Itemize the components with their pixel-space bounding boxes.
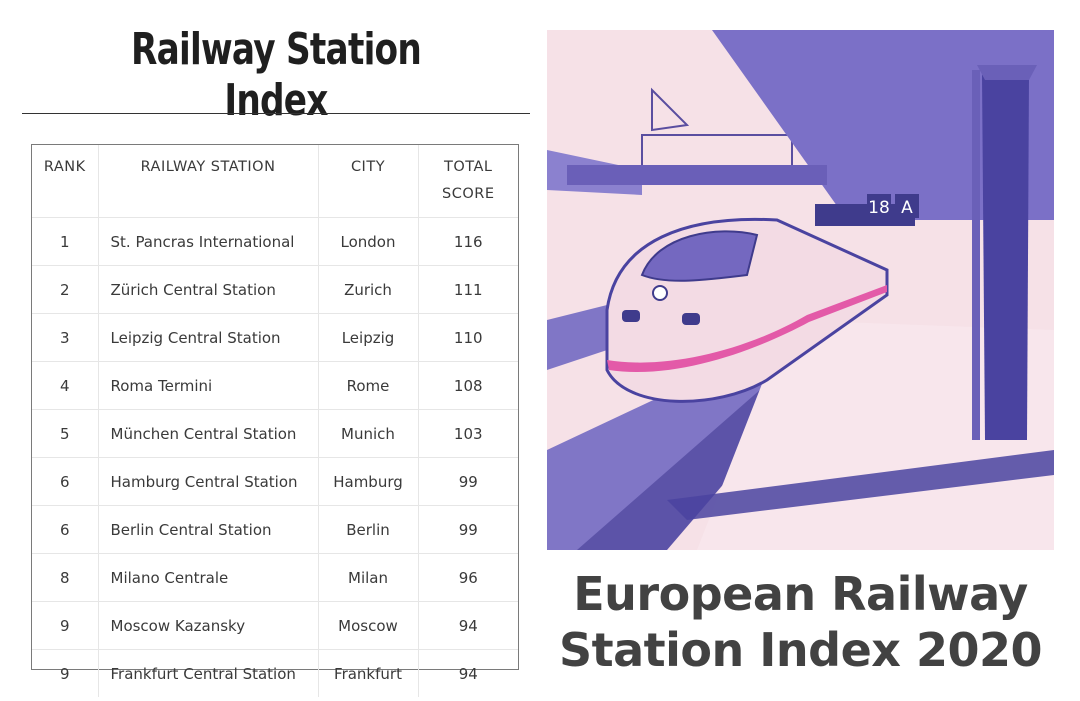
poster-title-line1: European Railway [573, 567, 1028, 621]
city-cell: Rome [317, 361, 419, 410]
page-title: Railway Station Index [130, 24, 422, 126]
rank-cell: 2 [32, 265, 99, 314]
rank-cell: 1 [32, 217, 99, 266]
station-cell: Leipzig Central Station [97, 313, 319, 362]
station-cell: Milano Centrale [97, 553, 319, 602]
score-cell: 99 [417, 505, 518, 554]
city-cell: Frankfurt [317, 649, 419, 697]
score-cell: 110 [417, 313, 518, 362]
score-cell: 108 [417, 361, 518, 410]
table-row: 2 Zürich Central Station Zurich 111 [32, 265, 518, 314]
rank-cell: 6 [32, 505, 99, 554]
city-cell: Moscow [317, 601, 419, 650]
city-cell: Zurich [317, 265, 419, 314]
score-cell: 96 [417, 553, 518, 602]
table-row: 9 Frankfurt Central Station Frankfurt 94 [32, 649, 518, 697]
table-row: 3 Leipzig Central Station Leipzig 110 [32, 313, 518, 362]
city-cell: Leipzig [317, 313, 419, 362]
station-cell: Frankfurt Central Station [97, 649, 319, 697]
platform-sign-letter: A [901, 198, 913, 218]
header-rank: RANK [32, 145, 99, 218]
table-row: 6 Hamburg Central Station Hamburg 99 [32, 457, 518, 506]
station-cell: Hamburg Central Station [97, 457, 319, 506]
rank-cell: 9 [32, 649, 99, 697]
header-city: CITY [317, 145, 419, 218]
table-row: 1 St. Pancras International London 116 [32, 217, 518, 266]
city-cell: London [317, 217, 419, 266]
station-cell: München Central Station [97, 409, 319, 458]
rank-cell: 9 [32, 601, 99, 650]
header-station: RAILWAY STATION [97, 145, 319, 218]
score-cell: 99 [417, 457, 518, 506]
header-total-score: TOTAL SCORE [417, 145, 518, 218]
table-header-row: RANK RAILWAY STATION CITY TOTAL SCORE [32, 145, 518, 218]
station-cell: Berlin Central Station [97, 505, 319, 554]
station-cell: Roma Termini [97, 361, 319, 410]
header-score-line1: TOTAL [444, 159, 493, 175]
city-cell: Milan [317, 553, 419, 602]
station-cell: Zürich Central Station [97, 265, 319, 314]
train-station-artwork: 18 A [547, 30, 1054, 550]
station-cell: Moscow Kazansky [97, 601, 319, 650]
rank-cell: 5 [32, 409, 99, 458]
title-divider [22, 113, 530, 114]
score-cell: 94 [417, 649, 518, 697]
table-row: 9 Moscow Kazansky Moscow 94 [32, 601, 518, 650]
ranking-table: RANK RAILWAY STATION CITY TOTAL SCORE 1 St… [31, 144, 519, 697]
table-row: 8 Milano Centrale Milan 96 [32, 553, 518, 602]
score-cell: 94 [417, 601, 518, 650]
score-cell: 103 [417, 409, 518, 458]
poster-title-line2: Station Index 2020 [559, 623, 1042, 677]
station-cell: St. Pancras International [97, 217, 319, 266]
rank-cell: 4 [32, 361, 99, 410]
train-illustration: 18 A [547, 30, 1054, 550]
city-cell: Hamburg [317, 457, 419, 506]
rank-cell: 8 [32, 553, 99, 602]
rank-cell: 3 [32, 313, 99, 362]
table-row: 5 München Central Station Munich 103 [32, 409, 518, 458]
score-cell: 111 [417, 265, 518, 314]
city-cell: Berlin [317, 505, 419, 554]
city-cell: Munich [317, 409, 419, 458]
table-row: 6 Berlin Central Station Berlin 99 [32, 505, 518, 554]
platform-sign-number: 18 [868, 198, 890, 218]
rank-cell: 6 [32, 457, 99, 506]
score-cell: 116 [417, 217, 518, 266]
table-row: 4 Roma Termini Rome 108 [32, 361, 518, 410]
header-score-line2: SCORE [442, 186, 495, 202]
poster-title: European Railway Station Index 2020 [547, 566, 1054, 678]
